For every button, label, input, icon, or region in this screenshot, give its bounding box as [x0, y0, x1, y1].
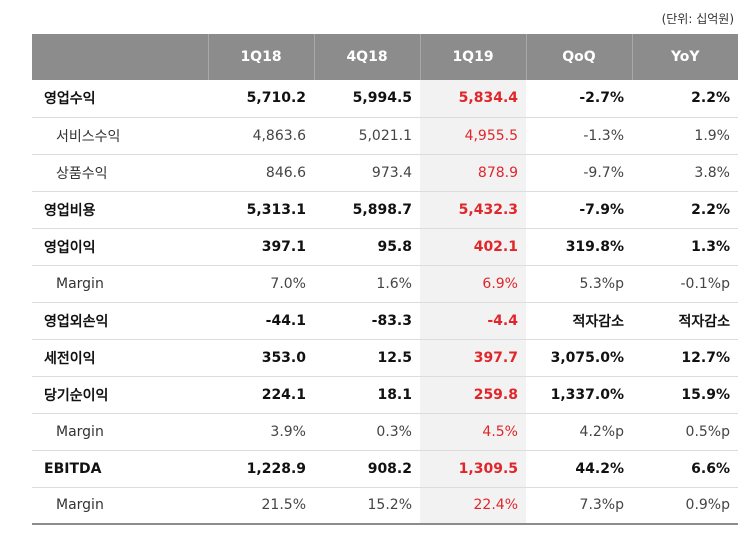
cell-yoy: 3.8%	[632, 154, 738, 192]
cell-1q19: 22.4%	[420, 487, 526, 525]
cell-1q18: 224.1	[208, 376, 314, 414]
cell-1q19: 4.5%	[420, 413, 526, 451]
cell-1q19: 5,432.3	[420, 191, 526, 229]
cell-qoq: 7.3%p	[526, 487, 632, 525]
cell-qoq: 4.2%p	[526, 413, 632, 451]
table-row: 영업이익 397.1 95.8 402.1 319.8% 1.3%	[32, 228, 738, 266]
row-label: 영업비용	[32, 191, 208, 229]
header-cell-1q19: 1Q19	[419, 34, 526, 80]
cell-qoq: -7.9%	[526, 191, 632, 229]
cell-4q18: 15.2%	[314, 487, 420, 525]
table-row: 당기순이익 224.1 18.1 259.8 1,337.0% 15.9%	[32, 376, 738, 414]
cell-1q19: -4.4	[420, 302, 526, 340]
cell-1q19: 878.9	[420, 154, 526, 192]
table-row: 상품수익 846.6 973.4 878.9 -9.7% 3.8%	[32, 154, 738, 192]
cell-yoy: 1.3%	[632, 228, 738, 266]
cell-1q19: 5,834.4	[420, 80, 526, 118]
cell-qoq: 319.8%	[526, 228, 632, 266]
cell-yoy: 12.7%	[632, 339, 738, 377]
table-row: 영업수익 5,710.2 5,994.5 5,834.4 -2.7% 2.2%	[32, 80, 738, 118]
cell-4q18: 0.3%	[314, 413, 420, 451]
row-label: 영업이익	[32, 228, 208, 266]
table-row: 영업비용 5,313.1 5,898.7 5,432.3 -7.9% 2.2%	[32, 191, 738, 229]
table-row: 서비스수익 4,863.6 5,021.1 4,955.5 -1.3% 1.9%	[32, 117, 738, 155]
table-row: Margin 21.5% 15.2% 22.4% 7.3%p 0.9%p	[32, 487, 738, 525]
cell-yoy: 6.6%	[632, 450, 738, 488]
row-label: Margin	[32, 413, 208, 451]
cell-1q18: -44.1	[208, 302, 314, 340]
row-label: 영업외손익	[32, 302, 208, 340]
row-label: Margin	[32, 265, 208, 303]
table-header-row: 1Q18 4Q18 1Q19 QoQ YoY	[32, 34, 738, 80]
cell-1q19: 4,955.5	[420, 117, 526, 155]
cell-4q18: 18.1	[314, 376, 420, 414]
unit-note: (단위: 십억원)	[661, 12, 734, 26]
table-row: EBITDA 1,228.9 908.2 1,309.5 44.2% 6.6%	[32, 450, 738, 488]
cell-1q18: 5,710.2	[208, 80, 314, 118]
row-label: 상품수익	[32, 154, 208, 192]
cell-yoy: 0.5%p	[632, 413, 738, 451]
cell-4q18: 5,021.1	[314, 117, 420, 155]
row-label: EBITDA	[32, 450, 208, 488]
cell-4q18: 12.5	[314, 339, 420, 377]
cell-yoy: 1.9%	[632, 117, 738, 155]
cell-yoy: 2.2%	[632, 80, 738, 118]
cell-1q18: 7.0%	[208, 265, 314, 303]
row-label: 세전이익	[32, 339, 208, 377]
header-cell-qoq: QoQ	[525, 34, 632, 80]
cell-qoq: 적자감소	[526, 302, 632, 340]
cell-4q18: 95.8	[314, 228, 420, 266]
cell-1q18: 846.6	[208, 154, 314, 192]
cell-1q19: 1,309.5	[420, 450, 526, 488]
financial-table: 1Q18 4Q18 1Q19 QoQ YoY 영업수익 5,710.2 5,994.…	[32, 34, 738, 525]
row-label: 당기순이익	[32, 376, 208, 414]
cell-qoq: 44.2%	[526, 450, 632, 488]
header-cell-1q18: 1Q18	[207, 34, 314, 80]
cell-yoy: -0.1%p	[632, 265, 738, 303]
cell-1q18: 5,313.1	[208, 191, 314, 229]
cell-1q19: 402.1	[420, 228, 526, 266]
cell-4q18: 5,994.5	[314, 80, 420, 118]
row-label: 영업수익	[32, 80, 208, 118]
cell-qoq: -2.7%	[526, 80, 632, 118]
table-row: 영업외손익 -44.1 -83.3 -4.4 적자감소 적자감소	[32, 302, 738, 340]
header-cell-yoy: YoY	[631, 34, 738, 80]
cell-4q18: 973.4	[314, 154, 420, 192]
cell-1q19: 397.7	[420, 339, 526, 377]
cell-4q18: 1.6%	[314, 265, 420, 303]
cell-yoy: 15.9%	[632, 376, 738, 414]
cell-1q19: 259.8	[420, 376, 526, 414]
row-label: Margin	[32, 487, 208, 525]
cell-qoq: 1,337.0%	[526, 376, 632, 414]
cell-qoq: -1.3%	[526, 117, 632, 155]
cell-1q18: 4,863.6	[208, 117, 314, 155]
cell-yoy: 0.9%p	[632, 487, 738, 525]
cell-1q18: 353.0	[208, 339, 314, 377]
cell-1q18: 3.9%	[208, 413, 314, 451]
cell-1q18: 1,228.9	[208, 450, 314, 488]
header-cell-label	[32, 34, 208, 80]
table-row: Margin 3.9% 0.3% 4.5% 4.2%p 0.5%p	[32, 413, 738, 451]
table-row: 세전이익 353.0 12.5 397.7 3,075.0% 12.7%	[32, 339, 738, 377]
header-cell-4q18: 4Q18	[313, 34, 420, 80]
table-row: Margin 7.0% 1.6% 6.9% 5.3%p -0.1%p	[32, 265, 738, 303]
cell-4q18: 908.2	[314, 450, 420, 488]
cell-qoq: 3,075.0%	[526, 339, 632, 377]
cell-yoy: 2.2%	[632, 191, 738, 229]
cell-yoy: 적자감소	[632, 302, 738, 340]
cell-1q19: 6.9%	[420, 265, 526, 303]
cell-1q18: 21.5%	[208, 487, 314, 525]
cell-4q18: 5,898.7	[314, 191, 420, 229]
row-label: 서비스수익	[32, 117, 208, 155]
cell-1q18: 397.1	[208, 228, 314, 266]
cell-4q18: -83.3	[314, 302, 420, 340]
cell-qoq: -9.7%	[526, 154, 632, 192]
cell-qoq: 5.3%p	[526, 265, 632, 303]
